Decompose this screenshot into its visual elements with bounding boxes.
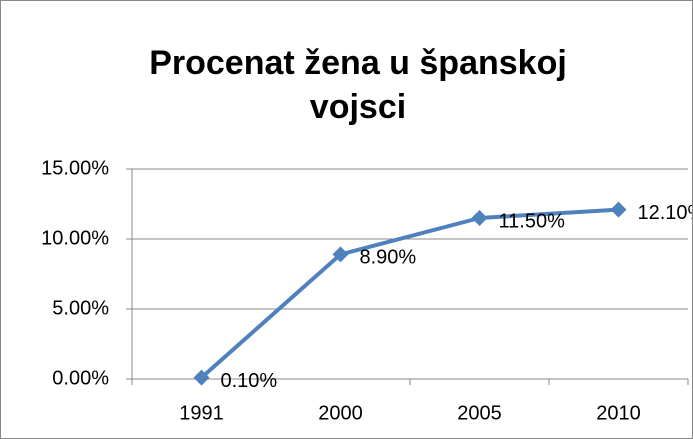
y-tick-label: 5.00% <box>52 297 109 319</box>
line-series <box>200 207 619 380</box>
x-tick-label: 2010 <box>596 402 641 424</box>
data-point <box>471 210 488 226</box>
data-point <box>193 369 210 386</box>
data-label: 0.10% <box>221 370 278 392</box>
data-point <box>332 246 349 263</box>
x-tick-label: 1991 <box>179 402 224 424</box>
data-point <box>610 201 627 218</box>
data-label: 12.10% <box>638 202 693 224</box>
data-label: 8.90% <box>360 247 417 269</box>
y-tick-label: 0.00% <box>52 367 109 389</box>
x-tick-label: 2005 <box>457 402 502 424</box>
x-tick-label: 2000 <box>318 402 363 424</box>
chart-title: Procenat žena u španskoj vojsci <box>149 44 567 126</box>
y-tick-label: 15.00% <box>41 157 109 179</box>
data-label: 11.50% <box>499 210 566 232</box>
y-tick-label: 10.00% <box>41 227 109 249</box>
